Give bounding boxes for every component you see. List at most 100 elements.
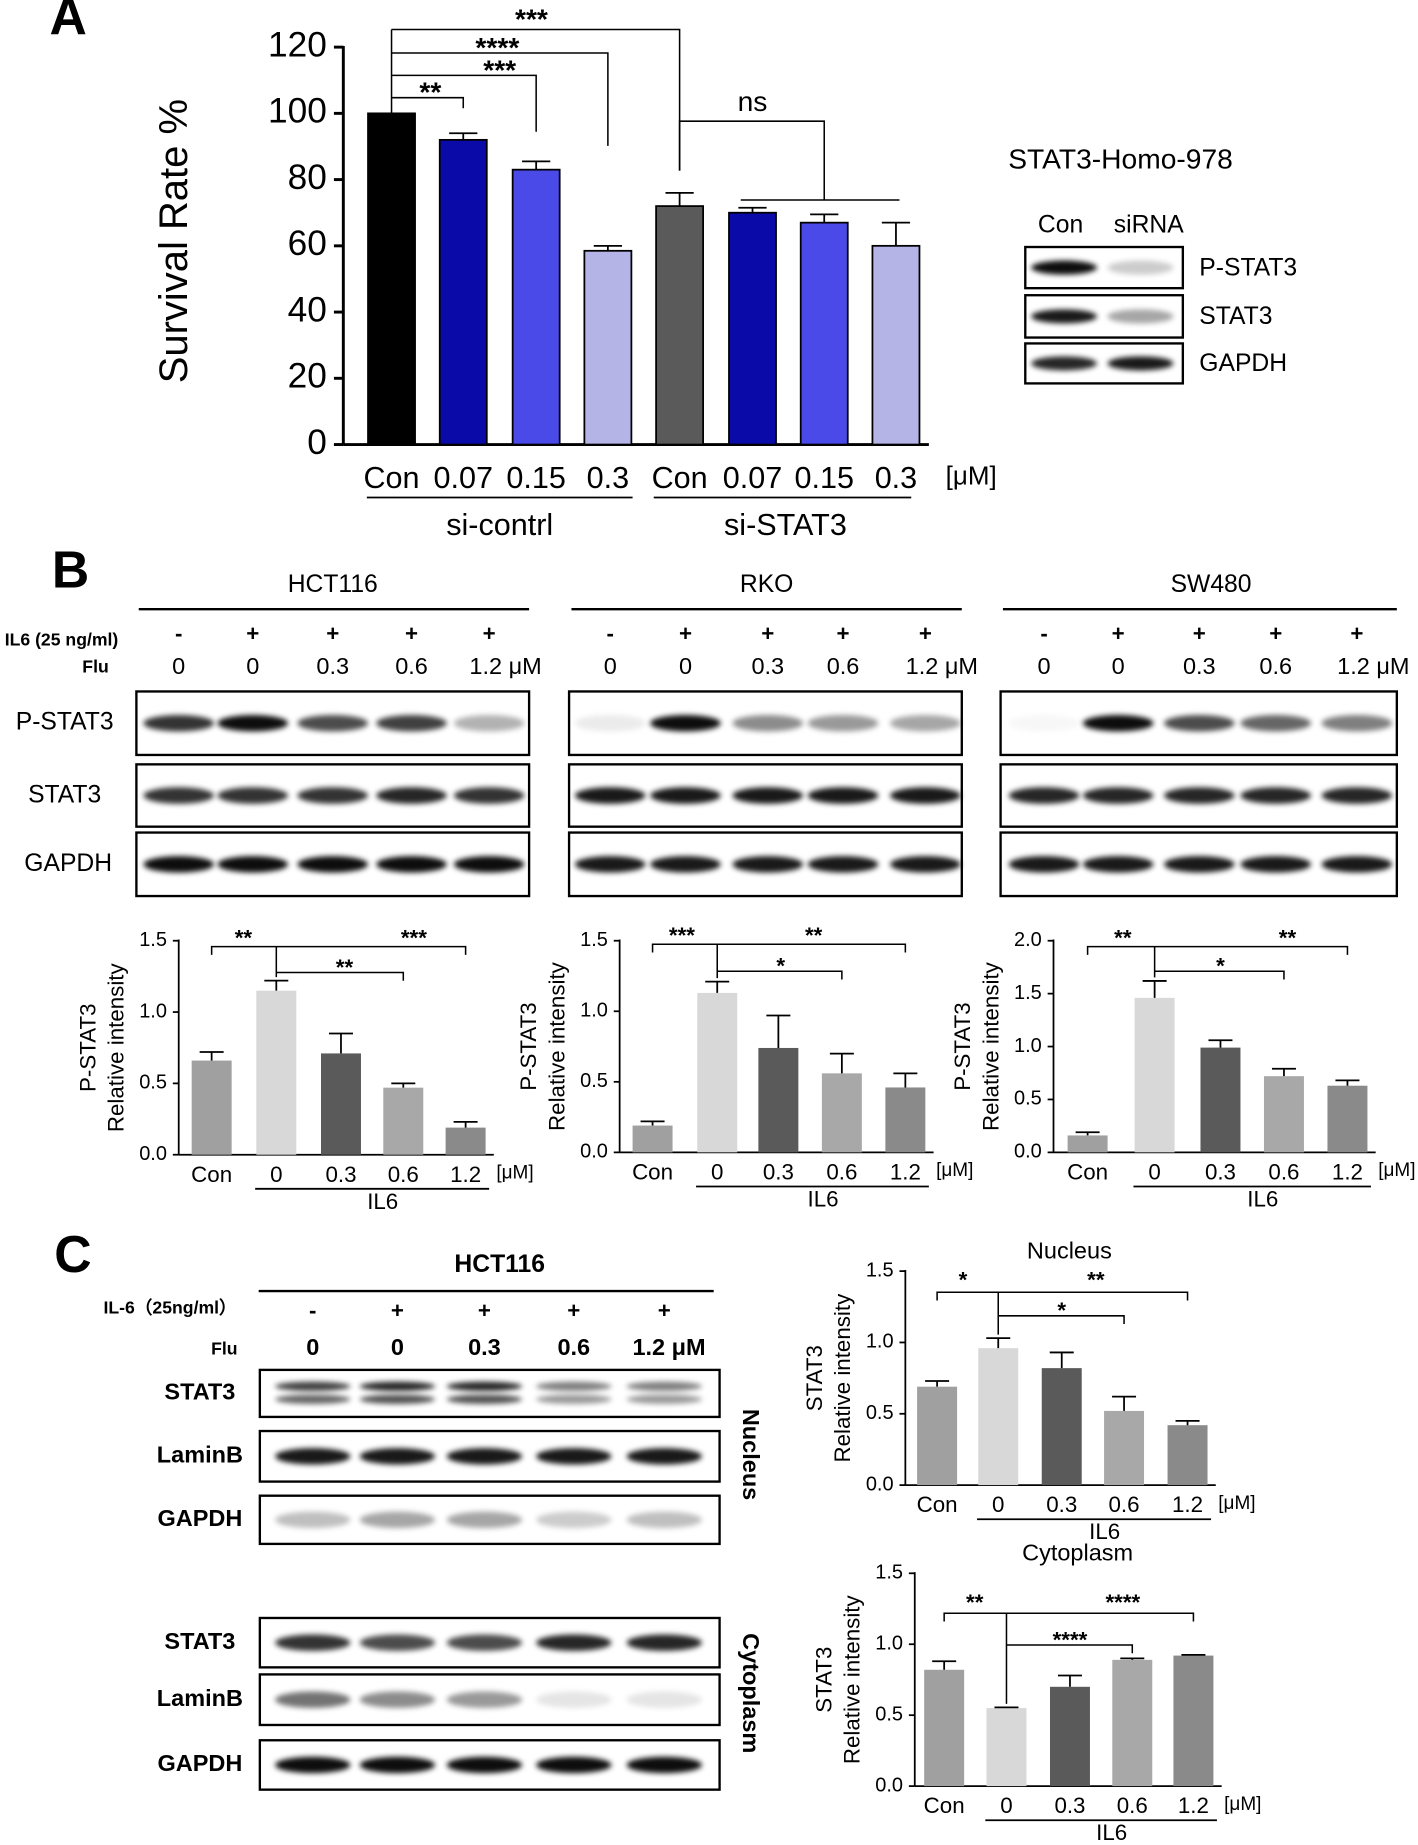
treatment-sign: + [1269, 621, 1282, 646]
treatment-sign: + [761, 621, 774, 646]
error-bar [665, 191, 694, 207]
x-tick-label: 0.3 [1054, 1793, 1085, 1818]
blot-band [359, 1634, 436, 1651]
treatment-label: IL6 (25 ng/ml) [5, 630, 119, 650]
significance-label: ** [966, 1590, 984, 1615]
x-tick-label: 0.6 [826, 1159, 857, 1184]
significance-bracket [1086, 945, 1349, 955]
blot-band [807, 714, 879, 732]
blot-band [376, 787, 447, 804]
group-label: IL6 [808, 1186, 839, 1211]
error-bar [829, 1052, 854, 1074]
bar [758, 1047, 799, 1153]
blot-band [1164, 787, 1235, 804]
dose-label: 0.6 [827, 653, 860, 679]
row-label: STAT3 [164, 1628, 235, 1654]
x-tick-label: 0 [1000, 1793, 1012, 1818]
error-bar [1112, 1395, 1137, 1411]
bar [1104, 1410, 1145, 1486]
x-tick-label: 0.07 [434, 461, 493, 495]
blot-band [1107, 356, 1174, 371]
significance-label: ** [336, 955, 354, 980]
y-tick-label: 120 [268, 25, 327, 64]
error-bar [1120, 1657, 1145, 1660]
y-tick-label: 1.5 [866, 1259, 894, 1281]
blot-title: HCT116 [288, 571, 378, 598]
significance-bracket [936, 1291, 1189, 1301]
treatment-label: IL-6（25ng/ml） [103, 1297, 236, 1317]
y-tick-label: 0.0 [1014, 1141, 1042, 1163]
bar [1067, 1135, 1108, 1153]
bar [438, 138, 488, 446]
y-tick-label: 0.0 [580, 1141, 608, 1163]
y-tick-label: 1.5 [875, 1562, 903, 1584]
panel-label: B [52, 541, 89, 599]
blot-band [1321, 787, 1393, 804]
y-tick-label: 1.0 [1014, 1035, 1042, 1057]
blot-band [1107, 309, 1174, 324]
bar [320, 1053, 361, 1155]
row-label: P-STAT3 [1199, 254, 1297, 281]
unit-label: [μM] [1378, 1160, 1415, 1181]
error-bar [453, 1121, 478, 1128]
error-bar [199, 1051, 224, 1061]
bar [978, 1348, 1019, 1486]
y-axis-label: Relative intensity [544, 961, 569, 1131]
bar [583, 249, 633, 446]
blot-band [574, 787, 646, 804]
significance-bracket [1006, 1644, 1134, 1654]
row-label: STAT3 [28, 782, 101, 809]
x-tick-label: 1.2 [1172, 1492, 1203, 1517]
x-tick-label: 1.2 [890, 1159, 921, 1184]
blot-band [275, 1634, 351, 1651]
row-label: LaminB [157, 1685, 243, 1711]
blot-band [574, 856, 646, 873]
treatment-sign: + [483, 621, 496, 646]
y-tick-label: 1.0 [866, 1331, 894, 1353]
treatment-sign: + [1350, 621, 1363, 646]
blot-band [650, 856, 721, 873]
y-tick-label: 0.0 [875, 1774, 903, 1796]
x-tick-label: 0 [992, 1492, 1004, 1517]
error-bar [640, 1120, 665, 1126]
dose-label: 0 [246, 653, 259, 679]
treatment-sign: - [309, 1298, 316, 1323]
bar [885, 1087, 926, 1153]
lane-label: siRNA [1114, 211, 1184, 238]
bar [1263, 1076, 1304, 1153]
row-label: STAT3 [1199, 303, 1272, 330]
bar [1327, 1085, 1368, 1153]
dose-label: 0 [1112, 653, 1125, 679]
error-bar [925, 1380, 950, 1387]
error-bar [1175, 1420, 1200, 1426]
treatment-sign: + [1193, 621, 1206, 646]
error-bar [986, 1337, 1011, 1349]
error-bar [264, 979, 289, 991]
blot-band [1031, 356, 1098, 371]
group-label: IL6 [1247, 1186, 1278, 1211]
blot-band [359, 1394, 436, 1404]
y-tick-label: 0.5 [1014, 1088, 1042, 1110]
row-label: GAPDH [24, 850, 112, 877]
blot-band [1107, 260, 1174, 275]
treatment-sign: - [1040, 621, 1047, 646]
treatment-sign: + [919, 621, 932, 646]
y-tick-label: 0.0 [139, 1143, 167, 1165]
y-axis-label: P-STAT3 [950, 1002, 975, 1091]
blot-band [1031, 260, 1098, 275]
bar [1167, 1425, 1208, 1486]
blot-band [359, 1448, 436, 1465]
bar [632, 1125, 673, 1153]
bar [655, 205, 705, 446]
significance-bracket [276, 971, 405, 981]
significance-bracket [998, 1315, 1125, 1325]
bar [924, 1669, 965, 1787]
x-tick-label: Con [632, 1159, 673, 1184]
blot-band [446, 1691, 523, 1708]
drug-label: Flu [211, 1339, 237, 1359]
blot-band [536, 1511, 612, 1529]
blot-band [650, 714, 721, 732]
y-axis-label: Relative intensity [840, 1594, 865, 1764]
y-axis-label: STAT3 [811, 1647, 836, 1713]
bar [445, 1127, 486, 1155]
